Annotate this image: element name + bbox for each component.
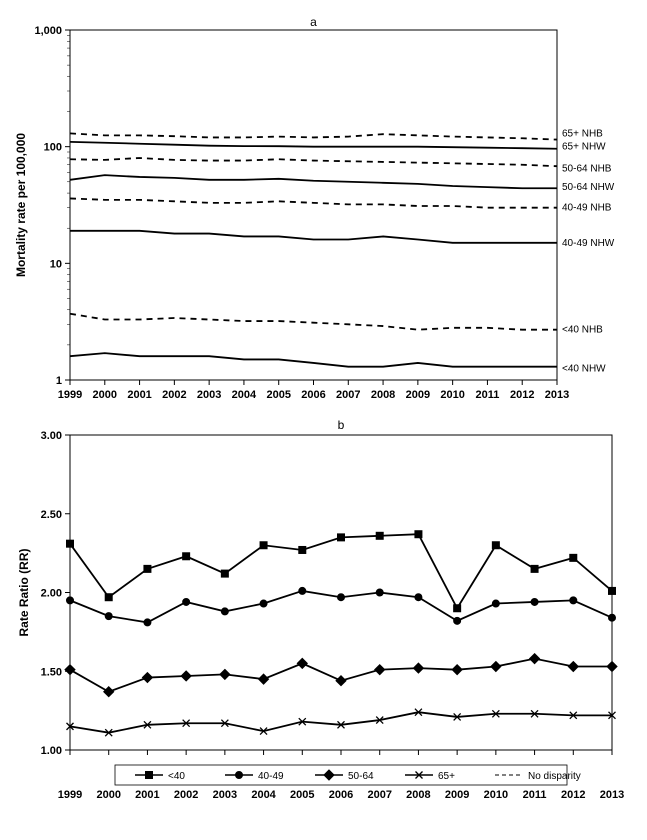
chart-container: a 1 10 100 1,000 1999 2000 2001 2002 2003 2004 2005… bbox=[10, 10, 637, 830]
svg-text:2.00: 2.00 bbox=[41, 588, 62, 600]
series-line bbox=[70, 198, 557, 207]
svg-text:2010: 2010 bbox=[484, 789, 508, 801]
svg-text:2001: 2001 bbox=[127, 389, 151, 401]
series-line bbox=[70, 712, 612, 732]
chart-a: a 1 10 100 1,000 1999 2000 2001 2002 2003 2004 2005… bbox=[10, 10, 637, 410]
svg-text:Mortality rate per 100,000: Mortality rate per 100,000 bbox=[14, 133, 28, 277]
svg-text:40-49 NHW: 40-49 NHW bbox=[562, 238, 615, 249]
svg-text:2004: 2004 bbox=[232, 389, 257, 401]
svg-text:<40 NHB: <40 NHB bbox=[562, 325, 603, 336]
svg-text:2000: 2000 bbox=[96, 789, 120, 801]
svg-text:65+ NHB: 65+ NHB bbox=[562, 128, 603, 139]
svg-text:2005: 2005 bbox=[290, 789, 314, 801]
svg-text:50-64 NHW: 50-64 NHW bbox=[562, 182, 615, 193]
series-line bbox=[70, 353, 557, 367]
series-line bbox=[70, 133, 557, 139]
svg-text:2003: 2003 bbox=[213, 789, 237, 801]
svg-text:2008: 2008 bbox=[406, 789, 430, 801]
svg-text:2009: 2009 bbox=[445, 789, 469, 801]
svg-text:2001: 2001 bbox=[135, 789, 159, 801]
svg-text:2010: 2010 bbox=[440, 389, 464, 401]
svg-text:1.50: 1.50 bbox=[41, 666, 62, 678]
svg-text:50-64: 50-64 bbox=[348, 771, 374, 782]
svg-text:100: 100 bbox=[44, 142, 62, 154]
svg-text:65+: 65+ bbox=[438, 771, 455, 782]
svg-text:<40 NHW: <40 NHW bbox=[562, 364, 606, 375]
svg-text:2013: 2013 bbox=[600, 789, 624, 801]
series-line bbox=[70, 231, 557, 243]
series-line bbox=[70, 175, 557, 188]
svg-text:2003: 2003 bbox=[197, 389, 221, 401]
svg-text:10: 10 bbox=[50, 258, 62, 270]
svg-text:40-49: 40-49 bbox=[258, 771, 284, 782]
svg-text:40-49 NHB: 40-49 NHB bbox=[562, 203, 612, 214]
series-line bbox=[70, 314, 557, 330]
svg-text:2.50: 2.50 bbox=[41, 509, 62, 521]
svg-text:1999: 1999 bbox=[58, 389, 82, 401]
series-line bbox=[70, 158, 557, 166]
svg-text:1,000: 1,000 bbox=[34, 25, 62, 37]
legend: <40 40-49 50-64 65+ No disparity bbox=[115, 765, 581, 785]
svg-text:1: 1 bbox=[56, 375, 62, 387]
svg-text:2006: 2006 bbox=[301, 389, 325, 401]
svg-text:2009: 2009 bbox=[406, 389, 430, 401]
svg-text:3.00: 3.00 bbox=[41, 430, 62, 442]
chart-b-title: b bbox=[338, 418, 345, 432]
svg-text:1.00: 1.00 bbox=[41, 745, 62, 757]
chart-b: b 1.00 1.50 2.00 2.50 3.00 1999 2000 2001 2002 200… bbox=[10, 410, 637, 830]
svg-text:<40: <40 bbox=[168, 771, 185, 782]
svg-text:2007: 2007 bbox=[367, 789, 391, 801]
svg-text:No disparity: No disparity bbox=[528, 771, 581, 782]
svg-text:2011: 2011 bbox=[475, 389, 499, 401]
svg-text:2011: 2011 bbox=[523, 789, 547, 801]
svg-text:Rate Ratio (RR): Rate Ratio (RR) bbox=[17, 548, 31, 636]
svg-text:2000: 2000 bbox=[93, 389, 117, 401]
chart-a-title: a bbox=[310, 15, 317, 29]
svg-text:2012: 2012 bbox=[561, 789, 585, 801]
svg-text:50-64 NHB: 50-64 NHB bbox=[562, 163, 612, 174]
svg-text:2007: 2007 bbox=[336, 389, 360, 401]
svg-text:2008: 2008 bbox=[371, 389, 395, 401]
svg-text:2013: 2013 bbox=[545, 389, 569, 401]
svg-text:2002: 2002 bbox=[162, 389, 186, 401]
svg-text:2004: 2004 bbox=[251, 789, 276, 801]
svg-text:2012: 2012 bbox=[510, 389, 534, 401]
svg-text:2005: 2005 bbox=[266, 389, 290, 401]
svg-text:1999: 1999 bbox=[58, 789, 82, 801]
svg-text:2006: 2006 bbox=[329, 789, 353, 801]
series-line bbox=[70, 142, 557, 149]
svg-text:65+ NHW: 65+ NHW bbox=[562, 142, 606, 153]
svg-text:2002: 2002 bbox=[174, 789, 198, 801]
